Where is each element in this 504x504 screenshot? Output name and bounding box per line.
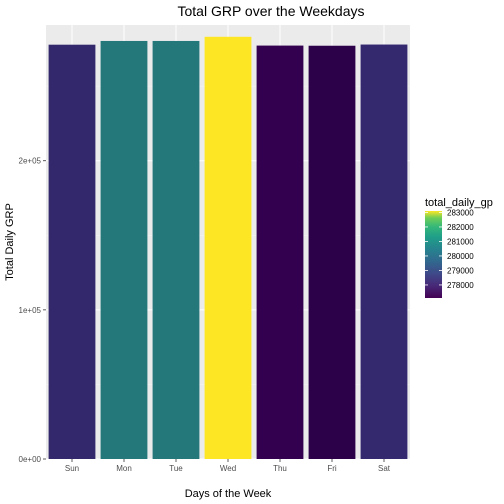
legend-label: 280000	[447, 252, 474, 261]
legend-label: 282000	[447, 223, 474, 232]
legend-label: 281000	[447, 237, 474, 246]
legend: total_daily_gp 278000 279000 280000 281000 2…	[425, 197, 493, 298]
bar-sat	[360, 44, 408, 460]
x-tick-label: Wed	[220, 464, 236, 473]
bar-wed	[204, 36, 252, 459]
x-tick-label: Thu	[273, 464, 287, 473]
y-axis: 0e+00 1e+05 2e+05	[19, 157, 46, 464]
bar-fri	[308, 45, 356, 459]
chart-title: Total GRP over the Weekdays	[177, 3, 364, 19]
bar-sun	[48, 44, 96, 460]
bar-tue	[152, 40, 200, 460]
x-axis-title: Days of the Week	[185, 488, 272, 500]
x-axis: Sun Mon Tue Wed Thu Fri Sat	[65, 459, 391, 473]
legend-label: 279000	[447, 266, 474, 275]
y-tick-label: 1e+05	[19, 306, 42, 315]
bars	[48, 36, 408, 460]
legend-label: 278000	[447, 281, 474, 290]
x-tick-label: Mon	[116, 464, 132, 473]
x-tick-label: Sun	[65, 464, 79, 473]
y-tick-label: 0e+00	[19, 455, 42, 464]
y-tick-label: 2e+05	[19, 157, 42, 166]
legend-colorbar	[425, 211, 442, 298]
bar-thu	[256, 45, 304, 459]
x-tick-label: Tue	[169, 464, 183, 473]
legend-label: 283000	[447, 208, 474, 217]
bar-mon	[100, 40, 148, 460]
y-axis-title: Total Daily GRP	[4, 203, 16, 281]
legend-title: total_daily_gp	[425, 197, 493, 209]
x-tick-label: Fri	[327, 464, 337, 473]
x-tick-label: Sat	[378, 464, 391, 473]
